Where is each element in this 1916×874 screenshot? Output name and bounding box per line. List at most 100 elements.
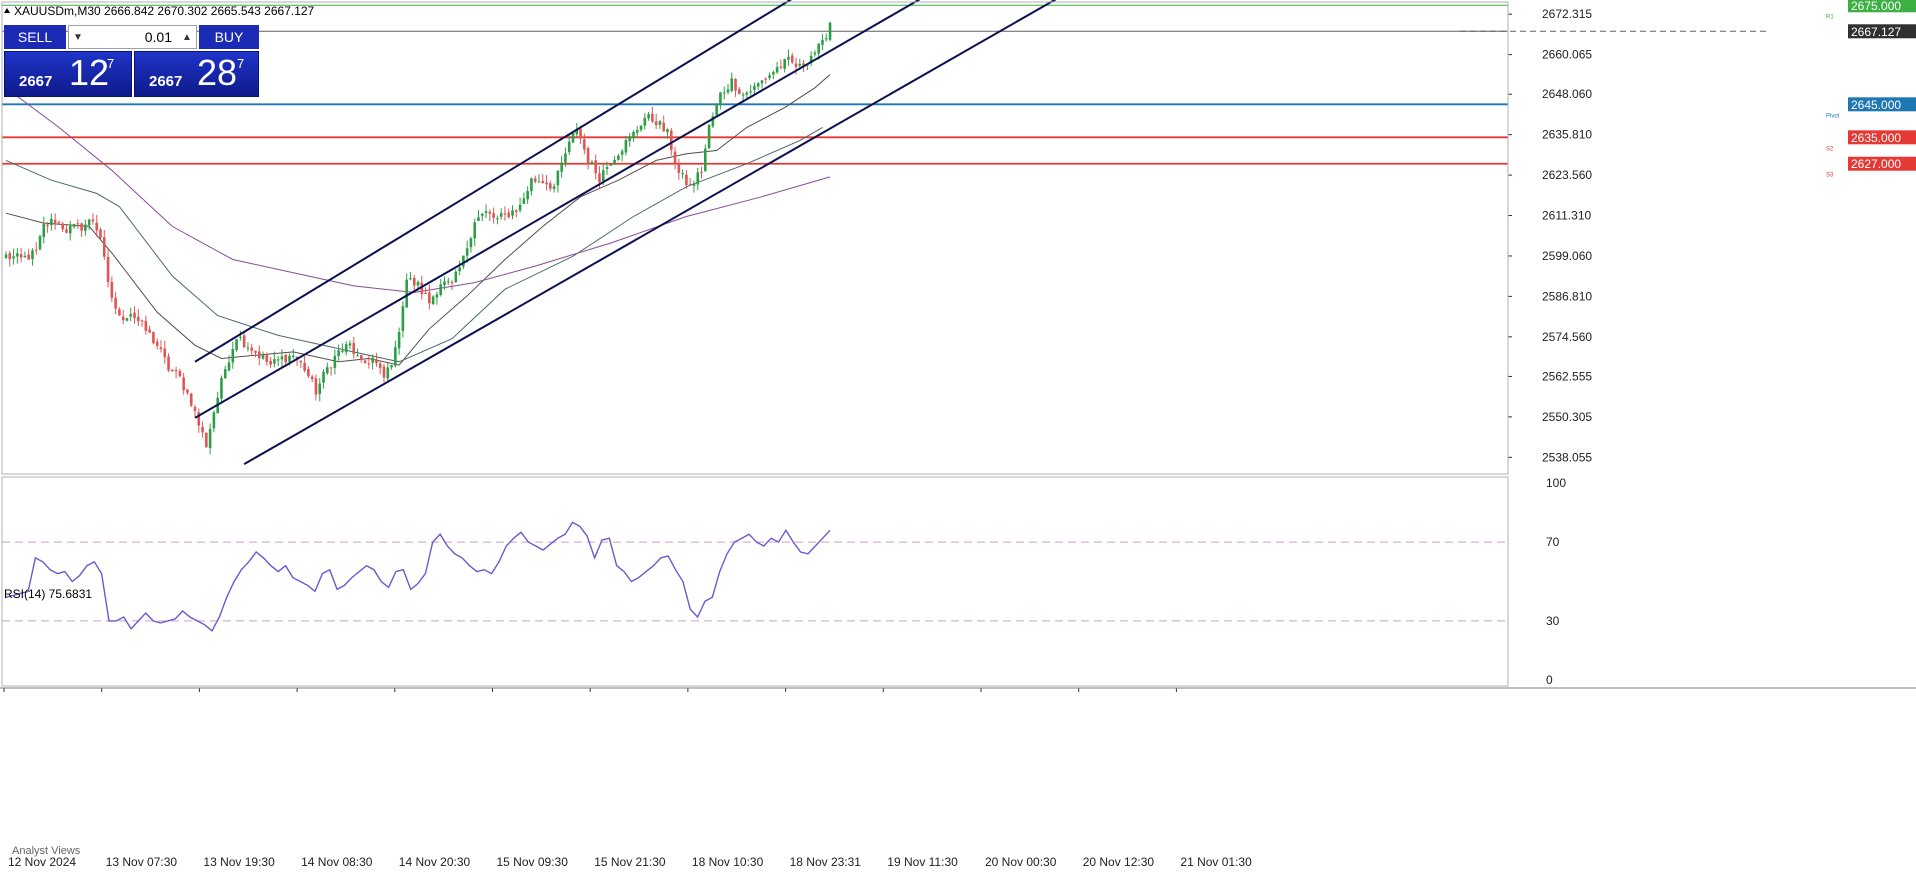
candle-body [220, 377, 223, 399]
candle [333, 349, 337, 375]
price-axis-label: 2623.560 [1542, 168, 1592, 182]
candle [80, 222, 83, 237]
candle-body [46, 224, 49, 226]
candle-body [454, 271, 458, 283]
candle-body [756, 83, 760, 87]
candle [522, 192, 526, 205]
candle-body [821, 39, 824, 45]
candle-body [567, 141, 571, 153]
candle-body [23, 255, 27, 258]
candle [499, 208, 503, 220]
candle [280, 349, 284, 367]
candle [269, 357, 272, 368]
candle-body [242, 335, 246, 348]
candle-body [76, 223, 80, 225]
candle [666, 128, 669, 139]
candle-body [212, 412, 216, 429]
candle [257, 345, 261, 366]
candle [465, 240, 469, 263]
candle-body [598, 173, 601, 183]
candle [613, 156, 616, 166]
candle [397, 327, 401, 355]
sell-button[interactable]: SELL [4, 25, 66, 49]
candle-body [666, 128, 669, 132]
candle-body [409, 278, 412, 280]
candle [299, 360, 303, 369]
candle-body [378, 363, 382, 368]
symbol-ohlc-header: XAUUSDm,M30 2666.842 2670.302 2665.543 2… [14, 4, 315, 18]
candle-body [246, 347, 250, 349]
candle-body [439, 284, 442, 295]
candle-body [828, 22, 832, 40]
candle-body [484, 211, 488, 213]
candle-body [813, 52, 817, 55]
candle-body [137, 316, 140, 322]
candle [152, 331, 155, 345]
candle-body [601, 170, 605, 181]
ask-price-box[interactable]: 2667 28 7 [134, 51, 259, 97]
candle-body [171, 369, 174, 372]
candle [738, 87, 741, 95]
candle-body [662, 122, 666, 132]
candle [133, 306, 136, 324]
candle-body [462, 255, 465, 267]
candle-body [488, 211, 492, 214]
candle [367, 355, 371, 369]
candle [121, 309, 125, 325]
candle-body [719, 92, 722, 105]
candle-body [118, 309, 121, 316]
candle-body [809, 55, 813, 64]
candle [344, 341, 348, 356]
level-tag-s2: S2 [1826, 146, 1834, 152]
candle-body [790, 55, 794, 63]
candle-body [738, 89, 741, 94]
candle-body [518, 204, 522, 211]
candle-body [749, 91, 752, 93]
candle-body [27, 254, 30, 260]
candle-body [711, 116, 715, 127]
candle-body [726, 89, 730, 93]
candle-body [159, 347, 163, 350]
lot-size-value[interactable]: 0.01 [144, 29, 172, 45]
candle [428, 284, 431, 310]
candle-body [817, 43, 820, 54]
candle-body [541, 180, 545, 183]
candle [291, 349, 295, 360]
candle-body [235, 339, 238, 351]
candle [140, 319, 144, 327]
candle-body [424, 292, 427, 294]
candle [749, 84, 752, 96]
bid-price-box[interactable]: 2667 12 7 [4, 51, 132, 97]
current-price-tag-bg [1848, 24, 1916, 39]
candle-body [356, 355, 359, 357]
price-axis-label: 2635.810 [1542, 128, 1592, 142]
candle [155, 338, 159, 350]
candle [443, 276, 446, 290]
lot-decrease-icon[interactable]: ▼ [73, 31, 83, 43]
candle-body [50, 218, 53, 226]
candle-body [205, 432, 208, 447]
candle-body [38, 236, 42, 250]
candle-body [779, 66, 783, 68]
candle [564, 147, 567, 167]
buy-button[interactable]: BUY [199, 25, 259, 49]
candle-body [121, 316, 125, 321]
moving-average-fast [5, 74, 831, 366]
candle-body [19, 254, 23, 258]
candle-body [692, 183, 696, 186]
candle [167, 353, 170, 373]
candle [545, 175, 548, 191]
candle-body [715, 103, 718, 116]
candle-body [824, 38, 828, 40]
lot-size-stepper[interactable]: ▼ 0.01 ▲ [68, 25, 197, 49]
candle [205, 432, 208, 448]
rsi-indicator-title: RSI(14) 75.6831 [4, 587, 92, 601]
analyst-views-label[interactable]: Analyst Views [12, 845, 81, 857]
lot-increase-icon[interactable]: ▲ [182, 31, 192, 43]
candle-body [802, 63, 805, 67]
candle [390, 364, 393, 370]
candle [91, 213, 95, 225]
candle-body [65, 229, 68, 233]
collapse-triangle-icon[interactable] [4, 8, 10, 13]
